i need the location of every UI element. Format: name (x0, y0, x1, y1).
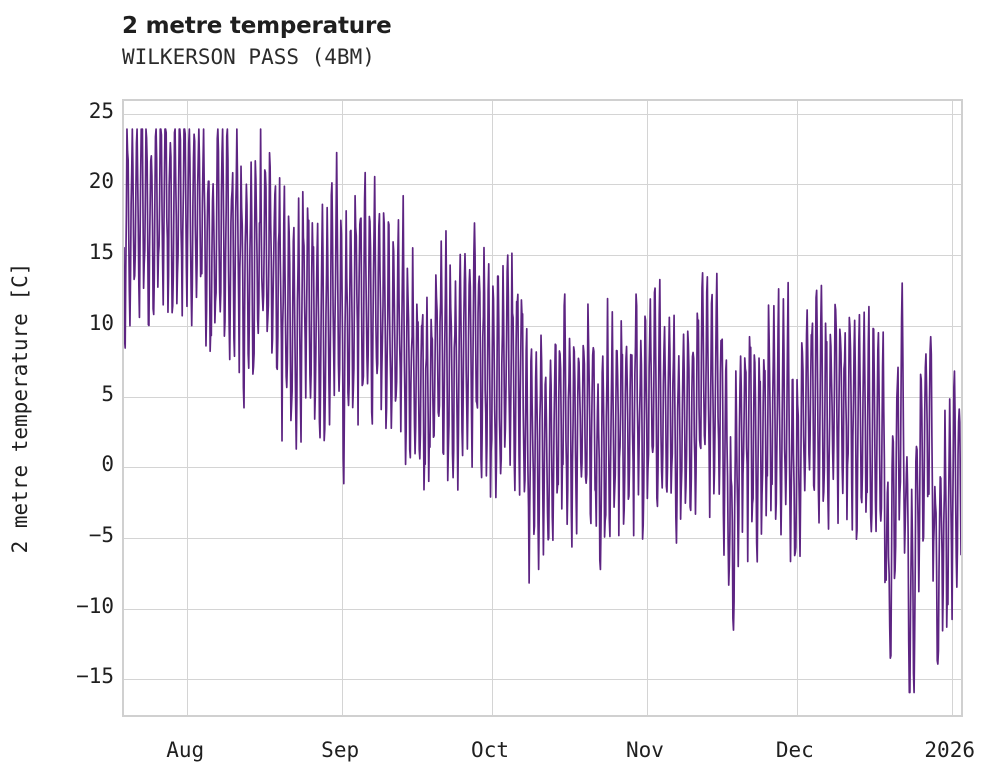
x-axis-tick-label: Aug (166, 738, 205, 762)
gridline-horizontal (124, 679, 961, 681)
y-axis-tick-label: −10 (76, 593, 114, 618)
y-axis-tick-labels: 25 20 15 10 5 0 −5 −10 −15 (38, 99, 114, 717)
y-axis-title-container: 2 metre temperature [C] (0, 99, 40, 717)
x-axis-tick-label: Sep (321, 738, 360, 762)
gridline-vertical (646, 101, 648, 715)
gridline-horizontal (124, 184, 961, 186)
y-axis-tick-label: 5 (101, 381, 114, 406)
y-axis-tick-label: 10 (88, 310, 114, 335)
chart-header: 2 metre temperature WILKERSON PASS (4BM) (122, 12, 922, 71)
x-axis-tick-label: 2026 (924, 738, 975, 762)
gridline-horizontal (124, 325, 961, 327)
y-axis-tick-label: −5 (88, 522, 114, 547)
plot-area (122, 99, 963, 717)
series-path (124, 128, 961, 694)
y-axis-tick-label: 0 (101, 452, 114, 477)
x-axis-tick-labels: Aug Sep Oct Nov Dec 2026 (122, 738, 975, 768)
gridline-horizontal (124, 255, 961, 257)
chart-subtitle-station: WILKERSON PASS (4BM) (122, 45, 375, 69)
x-axis-tick-label: Dec (775, 738, 814, 762)
y-axis-title: 2 metre temperature [C] (8, 262, 32, 554)
y-axis-tick-label: 25 (88, 98, 114, 123)
gridline-vertical (187, 101, 189, 715)
chart-title: 2 metre temperature (122, 13, 392, 39)
y-axis-tick-label: −15 (76, 664, 114, 689)
y-axis-tick-label: 15 (88, 240, 114, 265)
x-axis-tick-label: Nov (625, 738, 664, 762)
gridline-horizontal (124, 608, 961, 610)
temperature-series-line (124, 128, 961, 694)
x-axis-tick-label: Oct (471, 738, 509, 762)
gridline-vertical (951, 101, 953, 715)
gridline-horizontal (124, 113, 961, 115)
y-axis-tick-label: 20 (88, 169, 114, 194)
